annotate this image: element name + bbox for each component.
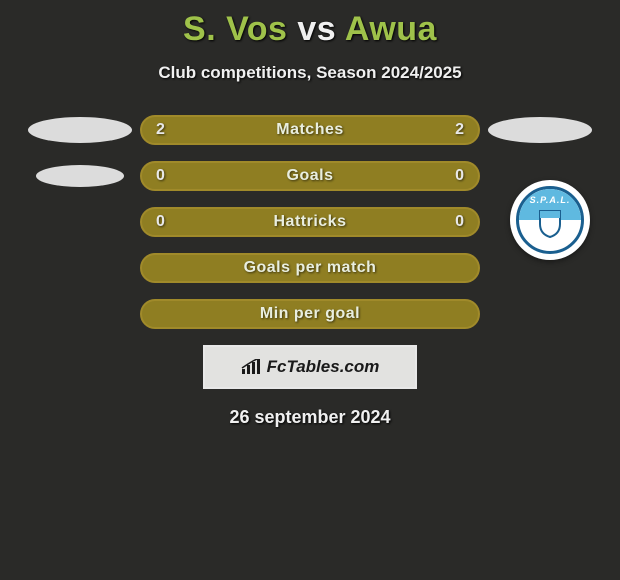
stat-bar-hattricks: 0 Hattricks 0 — [140, 207, 480, 237]
player1-name: S. Vos — [183, 10, 287, 48]
stat-right-value: 0 — [455, 213, 464, 231]
right-badge-slot — [480, 117, 600, 143]
spal-badge-text: S.P.A.L. — [519, 195, 581, 205]
stat-label: Min per goal — [260, 305, 360, 323]
stat-row: 2 Matches 2 — [0, 115, 620, 145]
stat-bar-gpm: Goals per match — [140, 253, 480, 283]
player2-name: Awua — [345, 10, 437, 48]
stat-bar-mpg: Min per goal — [140, 299, 480, 329]
stat-label: Matches — [276, 121, 344, 139]
stat-left-value: 0 — [156, 213, 165, 231]
left-badge-slot — [20, 117, 140, 143]
spal-badge-inner: S.P.A.L. — [516, 186, 584, 254]
spal-club-badge-icon: S.P.A.L. — [510, 180, 590, 260]
brand-text: FcTables.com — [267, 357, 380, 377]
vs-separator: vs — [297, 10, 336, 48]
subtitle: Club competitions, Season 2024/2025 — [0, 63, 620, 83]
left-badge-slot — [20, 165, 140, 187]
stat-row: Min per goal — [0, 299, 620, 329]
stat-bar-goals: 0 Goals 0 — [140, 161, 480, 191]
page-title: S. Vos vs Awua — [0, 0, 620, 49]
bar-chart-icon — [241, 359, 261, 375]
shield-icon — [537, 208, 563, 238]
stat-label: Goals per match — [244, 259, 377, 277]
club-badge-placeholder-icon — [488, 117, 592, 143]
brand-box: FcTables.com — [203, 345, 417, 389]
club-badge-placeholder-icon — [36, 165, 124, 187]
generated-date: 26 september 2024 — [0, 407, 620, 428]
stat-left-value: 0 — [156, 167, 165, 185]
stat-left-value: 2 — [156, 121, 165, 139]
stat-right-value: 0 — [455, 167, 464, 185]
stat-right-value: 2 — [455, 121, 464, 139]
stat-bar-matches: 2 Matches 2 — [140, 115, 480, 145]
stat-row: Goals per match — [0, 253, 620, 283]
stat-label: Hattricks — [274, 213, 347, 231]
stat-label: Goals — [287, 167, 334, 185]
club-badge-placeholder-icon — [28, 117, 132, 143]
